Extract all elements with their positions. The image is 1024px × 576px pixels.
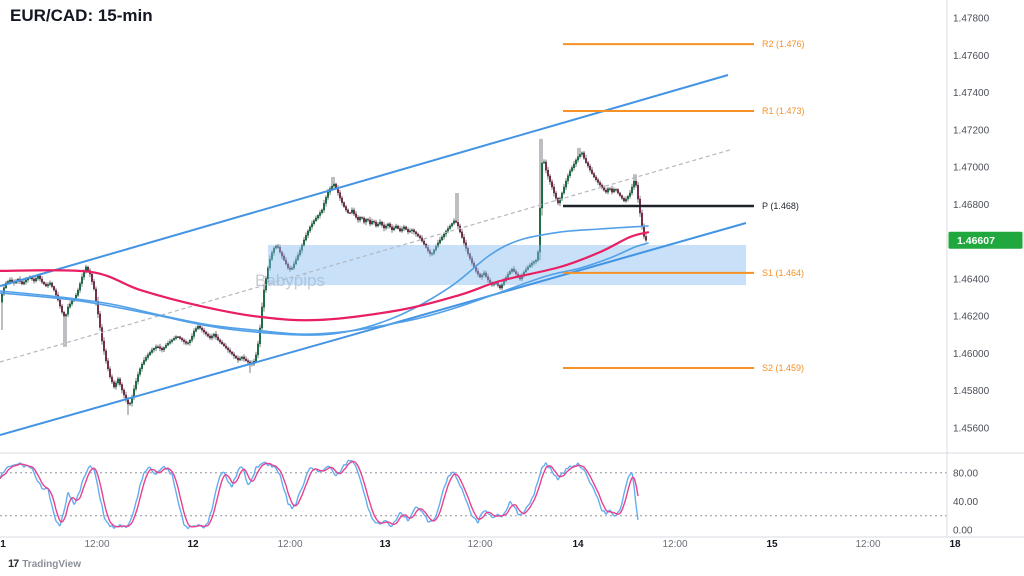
time-axis[interactable]: 1 12:00 12 12:00 13 12:00 14 12:00 15 12:00 18	[0, 539, 961, 550]
price-axis-label: 1.46800	[953, 200, 990, 211]
time-axis-label: 18	[949, 539, 961, 550]
price-axis[interactable]: 1.47800 1.47600 1.47400 1.47200 1.47000 1.468…	[948, 14, 1023, 537]
time-axis-label: 12:00	[662, 539, 687, 550]
stoch-d-line	[0, 460, 639, 528]
pivot-label-s2: S2 (1.459)	[762, 363, 804, 373]
channel-midline-dashed[interactable]	[0, 149, 731, 363]
price-axis-label: 1.47200	[953, 125, 990, 136]
current-price-label: 1.46607	[957, 235, 995, 247]
pivot-label-s1: S1 (1.464)	[762, 268, 804, 278]
price-axis-label: 1.46400	[953, 274, 990, 285]
time-axis-label: 12:00	[855, 539, 880, 550]
price-axis-label: 1.47600	[953, 51, 990, 62]
candlestick-layer	[1, 138, 648, 415]
time-axis-label: 12	[187, 539, 199, 550]
time-axis-label: 12:00	[277, 539, 302, 550]
tradingview-wordmark: TradingView	[22, 558, 81, 570]
channel-lower-trendline[interactable]	[0, 222, 747, 437]
price-axis-label: 1.47800	[953, 14, 990, 25]
stochastic-panel[interactable]	[0, 459, 639, 530]
price-axis-label: 1.46200	[953, 312, 990, 323]
page-title: EUR/CAD: 15-min	[10, 6, 153, 25]
stoch-k-line	[0, 459, 639, 530]
pink-ma-line[interactable]	[0, 231, 650, 322]
time-axis-label: 1	[0, 539, 6, 550]
tradingview-logo[interactable]: 17 TradingView	[8, 558, 81, 570]
time-axis-label: 15	[766, 539, 778, 550]
price-axis-label: 1.47000	[953, 163, 990, 174]
time-axis-label: 13	[379, 539, 391, 550]
fast-blue-ma-line[interactable]	[0, 242, 649, 335]
time-axis-label: 14	[572, 539, 584, 550]
tradingview-mark-icon: 17	[8, 558, 19, 570]
oscillator-axis-label: 40.00	[953, 497, 978, 508]
price-axis-label: 1.46000	[953, 349, 990, 360]
pivot-label-p: P (1.468)	[762, 201, 799, 211]
time-axis-label: 12:00	[84, 539, 109, 550]
price-axis-label: 1.47400	[953, 88, 990, 99]
time-axis-label: 12:00	[467, 539, 492, 550]
price-axis-label: 1.45800	[953, 386, 990, 397]
oscillator-axis-label: 0.00	[953, 526, 973, 537]
pivot-label-r2: R2 (1.476)	[762, 39, 805, 49]
price-axis-label: 1.45600	[953, 424, 990, 435]
slow-blue-ma-line[interactable]	[0, 225, 649, 336]
pivot-label-r1: R1 (1.473)	[762, 106, 805, 116]
current-price-badge	[948, 231, 1023, 249]
watermark: Babypips	[255, 271, 325, 290]
oscillator-axis-label: 80.00	[953, 468, 978, 479]
